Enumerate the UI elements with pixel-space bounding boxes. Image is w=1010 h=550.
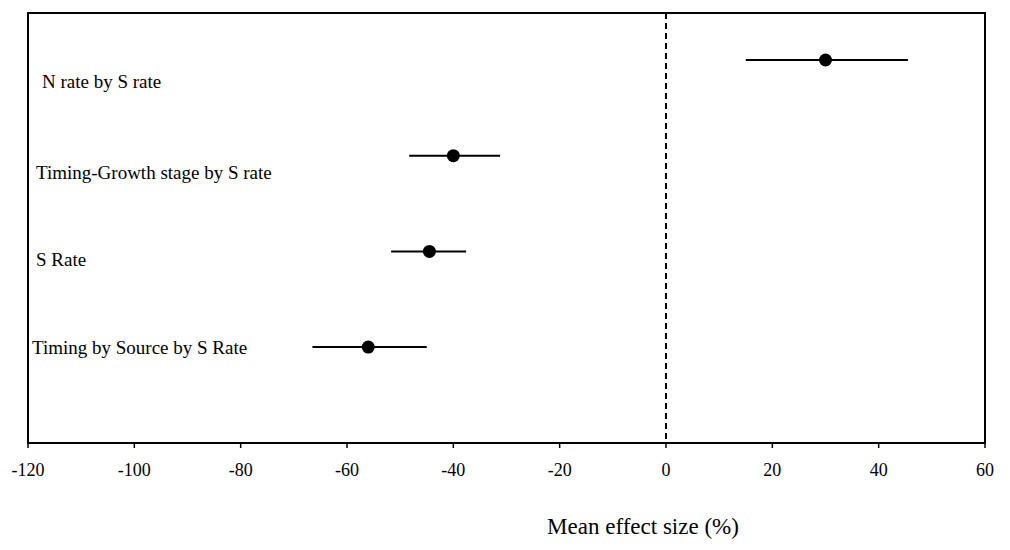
point (447, 149, 460, 162)
x-tick-label: -120 (12, 460, 45, 480)
category-label: Timing by Source by S Rate (32, 337, 247, 358)
x-tick (27, 443, 29, 448)
x-tick-label: 20 (763, 460, 781, 480)
x-tick-label: 60 (976, 460, 994, 480)
x-tick-label: -80 (229, 460, 253, 480)
x-tick-label: 0 (662, 460, 671, 480)
x-tick (878, 443, 880, 448)
x-tick (346, 443, 348, 448)
plot-frame (28, 13, 985, 443)
x-tick-label: 40 (870, 460, 888, 480)
point (819, 54, 832, 67)
x-tick (665, 443, 667, 448)
x-tick-label: -100 (118, 460, 151, 480)
x-tick (559, 443, 561, 448)
x-tick-label: -20 (548, 460, 572, 480)
x-tick-label: -60 (335, 460, 359, 480)
x-axis-title: Mean effect size (%) (547, 514, 739, 539)
x-tick (772, 443, 774, 448)
chart: -120 -100 -80 -60 -40 -20 0 20 40 60 Mean effect s… (0, 0, 1010, 550)
x-tick (134, 443, 136, 448)
point (423, 245, 436, 258)
x-tick (984, 443, 986, 448)
marks (312, 54, 907, 354)
category-label: Timing-Growth stage by S rate (36, 162, 272, 183)
category-label: N rate by S rate (42, 71, 161, 92)
x-tick-label: -40 (441, 460, 465, 480)
x-tick (240, 443, 242, 448)
point (362, 341, 375, 354)
x-tick (453, 443, 455, 448)
reference-line (665, 13, 667, 443)
category-label: S Rate (36, 249, 86, 270)
